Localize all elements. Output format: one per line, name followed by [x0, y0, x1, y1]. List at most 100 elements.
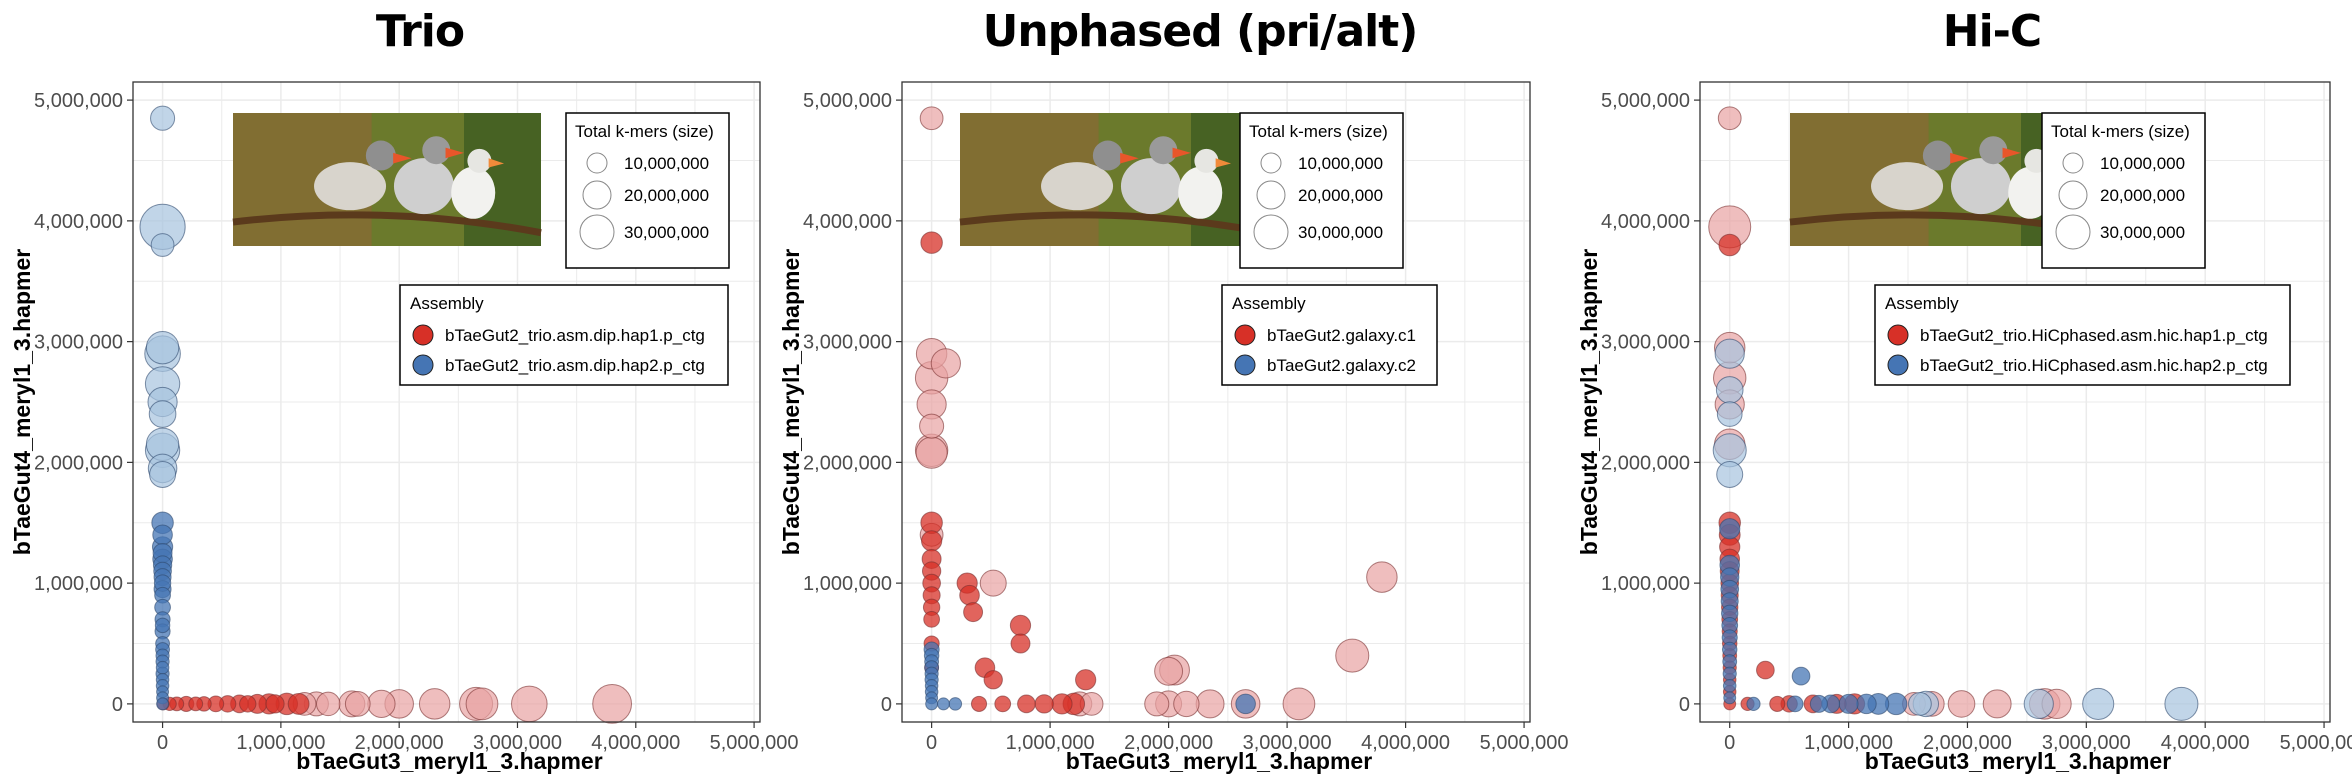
data-point — [1335, 638, 1370, 673]
bird-beak — [445, 147, 464, 159]
data-point — [963, 602, 984, 623]
x-tick-label: 1,000,000 — [236, 732, 325, 754]
bird-head — [422, 136, 451, 165]
scatter-plot-unphased: 0 1,000,000 2,000,000 3,000,000 4,000,000 5,0… — [778, 81, 1569, 774]
bird-body — [393, 158, 454, 215]
panel-hic: Hi-C 0 1,000,000 2,000,000 3,000,000 4,000,0… — [1572, 0, 2352, 784]
data-point — [315, 691, 341, 717]
x-tick-label: 3,000,000 — [2042, 732, 2131, 754]
size-legend-key — [2058, 180, 2088, 210]
y-tick-label: 1,000,000 — [34, 573, 123, 595]
panel-unphased: Unphased (pri/alt) 0 1,000,000 2,000,000 3,… — [778, 0, 1569, 784]
data-point — [511, 685, 548, 723]
size-legend-label: 20,000,000 — [624, 186, 709, 205]
bird-head — [1092, 140, 1123, 171]
plot-border — [901, 81, 1531, 723]
size-legend-key — [2062, 152, 2084, 174]
x-tick-label: 2,000,000 — [1923, 732, 2012, 754]
data-point — [1982, 689, 2012, 719]
data-point — [919, 413, 945, 439]
data-point — [920, 231, 943, 254]
bird-head — [1149, 136, 1178, 165]
data-point — [2023, 688, 2054, 719]
data-point — [1716, 460, 1744, 488]
bird-beak — [2002, 147, 2021, 159]
assembly-legend-label: bTaeGut2_trio.HiCphased.asm.hic.hap1.p_c… — [1920, 326, 2268, 345]
bird-beak — [1215, 158, 1232, 168]
x-tick-label: 0 — [157, 732, 168, 754]
size-legend-box — [2041, 112, 2206, 269]
y-tick-label: 5,000,000 — [1601, 90, 1690, 112]
bird-body — [451, 166, 496, 219]
bird-head — [1194, 148, 1219, 173]
bird-head — [1979, 136, 2008, 165]
size-legend-label: 20,000,000 — [2100, 186, 2185, 205]
data-point — [1282, 687, 1316, 721]
x-axis-title: bTaeGut3_meryl1_3.hapmer — [1865, 748, 2171, 774]
data-point — [1756, 660, 1775, 680]
data-point — [367, 689, 396, 719]
data-point — [1144, 691, 1170, 717]
size-legend-label: 10,000,000 — [624, 154, 709, 173]
x-tick-label: 1,000,000 — [1804, 732, 1893, 754]
assembly-legend-label: bTaeGut2_trio.HiCphased.asm.hic.hap2.p_c… — [1920, 356, 2268, 375]
assembly-legend-title: Assembly — [1885, 294, 1959, 313]
data-point — [287, 692, 310, 715]
data-point — [156, 697, 170, 711]
data-point — [344, 691, 371, 717]
y-tick-label: 5,000,000 — [803, 90, 892, 112]
data-point — [1722, 654, 1738, 670]
data-point — [1809, 694, 1828, 713]
y-tick-label: 3,000,000 — [803, 332, 892, 354]
y-tick-label: 0 — [112, 694, 123, 716]
x-axis-title: bTaeGut3_meryl1_3.hapmer — [296, 748, 602, 774]
data-point — [1075, 669, 1097, 691]
data-point — [239, 695, 257, 713]
data-point — [1010, 633, 1031, 654]
assembly-legend-key — [412, 324, 434, 346]
data-point — [265, 694, 285, 714]
bird-head — [467, 148, 492, 173]
data-point — [1838, 693, 1859, 714]
panel-trio: Trio 0 1,000,000 2,000,000 3,000,000 4,000,0… — [0, 0, 799, 784]
x-tick-label: 0 — [1724, 732, 1735, 754]
size-legend-key — [579, 214, 615, 250]
y-axis-title: bTaeGut4_meryl1_3.hapmer — [778, 249, 804, 555]
x-tick-label: 4,000,000 — [591, 732, 680, 754]
size-legend-label: 30,000,000 — [2100, 223, 2185, 242]
y-tick-label: 0 — [881, 694, 892, 716]
x-tick-label: 5,000,000 — [710, 732, 799, 754]
data-point — [1235, 693, 1256, 715]
size-legend-key — [1256, 180, 1286, 210]
panel-title: Trio — [375, 6, 465, 57]
size-legend-label: 10,000,000 — [2100, 154, 2185, 173]
size-legend-key — [1260, 152, 1282, 174]
assembly-legend-title: Assembly — [410, 294, 484, 313]
data-point — [948, 697, 963, 711]
bird-beak — [488, 158, 505, 168]
data-point — [983, 670, 1003, 690]
data-point — [1722, 678, 1737, 693]
data-point — [937, 697, 950, 711]
bird-body — [1120, 158, 1181, 215]
data-point — [188, 696, 204, 712]
zebra-finch-photo — [232, 113, 542, 246]
size-legend-title: Total k-mers (size) — [2051, 122, 2190, 141]
x-tick-label: 2,000,000 — [355, 732, 444, 754]
bird-body — [1950, 158, 2011, 215]
x-tick-label: 4,000,000 — [2161, 732, 2250, 754]
size-legend-label: 20,000,000 — [1298, 186, 1383, 205]
data-point — [919, 106, 944, 131]
data-point — [1173, 690, 1200, 718]
data-point — [1017, 694, 1036, 714]
x-tick-label: 3,000,000 — [1243, 732, 1332, 754]
data-point — [1746, 696, 1761, 711]
data-point — [1034, 694, 1054, 714]
data-point — [959, 584, 980, 606]
assembly-legend-label: bTaeGut2.galaxy.c2 — [1267, 356, 1416, 375]
y-tick-label: 3,000,000 — [1601, 332, 1690, 354]
y-axis-title: bTaeGut4_meryl1_3.hapmer — [1576, 249, 1602, 555]
data-point — [150, 105, 176, 131]
x-tick-label: 4,000,000 — [1361, 732, 1450, 754]
bird-body — [314, 162, 387, 211]
